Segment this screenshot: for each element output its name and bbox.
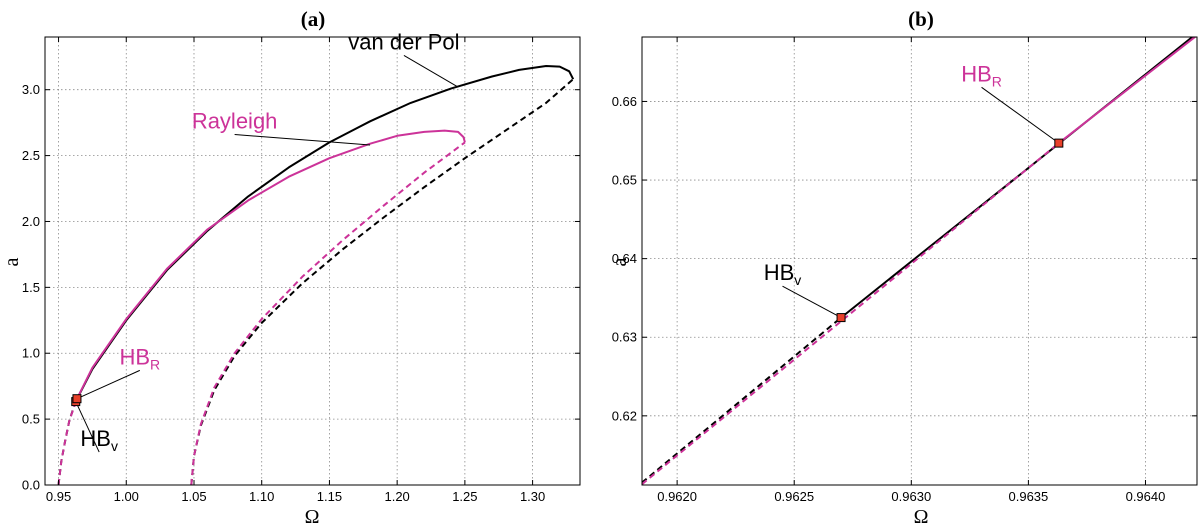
x-tick-label: 0.9640 bbox=[1126, 489, 1166, 504]
hopf-bifurcation-marker bbox=[836, 313, 846, 323]
van-der-pol-dashed-line bbox=[190, 78, 574, 485]
y-tick-label: 0.66 bbox=[612, 94, 637, 109]
annotation-leader-line bbox=[981, 86, 1060, 144]
rayleigh-dashed-line bbox=[57, 398, 78, 485]
rayleigh-solid-line bbox=[1058, 37, 1197, 144]
y-tick-label: 0.62 bbox=[612, 408, 637, 423]
van-der-pol-dashed-line bbox=[642, 316, 842, 484]
annotation-leader-line bbox=[782, 285, 842, 319]
annotation-label-hbr: HBR bbox=[961, 61, 1002, 89]
y-tick-label: 0.64 bbox=[612, 251, 637, 266]
panel-a-grid bbox=[45, 37, 580, 486]
x-tick-label: 0.9635 bbox=[1009, 489, 1049, 504]
panel-b-frame bbox=[641, 36, 1198, 486]
panel-b-xlabel: Ω bbox=[914, 506, 929, 528]
panel-b-markers bbox=[836, 138, 1064, 323]
x-tick-label: 1.10 bbox=[249, 489, 274, 504]
annotation-leader-line bbox=[75, 401, 100, 453]
panel-a-frame bbox=[44, 36, 581, 486]
panel-b: (b) HBR HBv 0.9620 0.9625 0.9630 0.9635 0.964… bbox=[609, 7, 1198, 528]
panel-b-ylabel: a bbox=[609, 257, 631, 266]
panel-a-title: (a) bbox=[301, 7, 326, 31]
van-der-pol-solid-line bbox=[74, 65, 575, 403]
y-tick-label: 0.0 bbox=[22, 478, 40, 493]
annotation-label-hbr: HBR bbox=[119, 344, 160, 372]
y-tick-label: 2.0 bbox=[22, 214, 40, 229]
x-tick-label: 0.95 bbox=[46, 489, 71, 504]
panel-a-series bbox=[57, 65, 575, 485]
panel-b-series bbox=[642, 37, 1197, 485]
annotation-label-ray: Rayleigh bbox=[192, 109, 278, 134]
x-tick-label: 0.9620 bbox=[657, 489, 697, 504]
y-tick-label: 0.63 bbox=[612, 330, 637, 345]
annotation-leader-line bbox=[76, 369, 141, 400]
van-der-pol-dashed-line bbox=[57, 401, 77, 485]
rayleigh-solid-line bbox=[76, 129, 466, 400]
panel-b-annotations: HBR HBv bbox=[764, 61, 1060, 319]
hopf-bifurcation-marker bbox=[1054, 138, 1064, 148]
x-tick-label: 0.9625 bbox=[774, 489, 814, 504]
x-tick-label: 1.15 bbox=[317, 489, 342, 504]
x-tick-label: 1.25 bbox=[452, 489, 477, 504]
hopf-bifurcation-marker bbox=[72, 394, 82, 404]
x-tick-label: 1.05 bbox=[181, 489, 206, 504]
x-tick-label: 1.00 bbox=[114, 489, 139, 504]
panel-b-ticks: 0.9620 0.9625 0.9630 0.9635 0.9640 0.62 0.63 0.… bbox=[612, 37, 1197, 504]
panel-a-annotations: van der Pol Rayleigh HBR HBv bbox=[75, 29, 460, 454]
annotation-label-hbv: HBv bbox=[80, 426, 118, 454]
annotation-leader-line bbox=[403, 55, 459, 88]
y-tick-label: 2.5 bbox=[22, 148, 40, 163]
annotation-label-vdp: van der Pol bbox=[348, 29, 459, 54]
annotation-label-hbv: HBv bbox=[764, 260, 802, 288]
panel-a-ylabel: a bbox=[1, 257, 23, 266]
panel-b-grid bbox=[642, 37, 1197, 485]
panel-a-ticks: 0.95 1.00 1.05 1.10 1.15 1.20 1.25 1.30 0.0 0.5 1.… bbox=[22, 37, 580, 504]
panel-a: (a) van der Pol Rayleigh HBR HBv 0.95 1.00 1.… bbox=[1, 7, 581, 528]
y-tick-label: 1.5 bbox=[22, 280, 40, 295]
annotation-leader-line bbox=[234, 134, 371, 146]
x-tick-label: 0.9630 bbox=[891, 489, 931, 504]
x-tick-label: 1.20 bbox=[384, 489, 409, 504]
x-tick-label: 1.30 bbox=[520, 489, 545, 504]
y-tick-label: 0.5 bbox=[22, 412, 40, 427]
panel-a-xlabel: Ω bbox=[305, 506, 320, 528]
panel-b-title: (b) bbox=[908, 7, 934, 31]
y-tick-label: 3.0 bbox=[22, 82, 40, 97]
y-tick-label: 1.0 bbox=[22, 346, 40, 361]
rayleigh-dashed-line bbox=[190, 141, 466, 485]
panel-a-markers bbox=[71, 394, 82, 407]
y-tick-label: 0.65 bbox=[612, 173, 637, 188]
